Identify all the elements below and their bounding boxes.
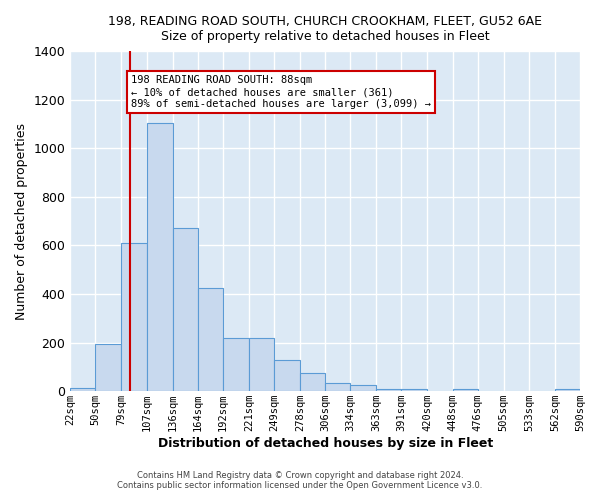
Bar: [376, 388, 401, 391]
Bar: [95, 344, 121, 391]
Bar: [249, 338, 274, 391]
Bar: [70, 388, 95, 391]
Bar: [300, 373, 325, 391]
Bar: [325, 382, 350, 391]
Title: 198, READING ROAD SOUTH, CHURCH CROOKHAM, FLEET, GU52 6AE
Size of property relat: 198, READING ROAD SOUTH, CHURCH CROOKHAM…: [108, 15, 542, 43]
Bar: [173, 228, 198, 391]
Bar: [223, 338, 249, 391]
Bar: [146, 123, 173, 391]
Bar: [350, 385, 376, 391]
Text: Contains HM Land Registry data © Crown copyright and database right 2024.
Contai: Contains HM Land Registry data © Crown c…: [118, 470, 482, 490]
X-axis label: Distribution of detached houses by size in Fleet: Distribution of detached houses by size …: [158, 437, 493, 450]
Bar: [198, 288, 223, 391]
Bar: [555, 388, 580, 391]
Bar: [452, 388, 478, 391]
Bar: [121, 243, 146, 391]
Bar: [274, 360, 300, 391]
Bar: [401, 388, 427, 391]
Text: 198 READING ROAD SOUTH: 88sqm
← 10% of detached houses are smaller (361)
89% of : 198 READING ROAD SOUTH: 88sqm ← 10% of d…: [131, 76, 431, 108]
Y-axis label: Number of detached properties: Number of detached properties: [15, 122, 28, 320]
